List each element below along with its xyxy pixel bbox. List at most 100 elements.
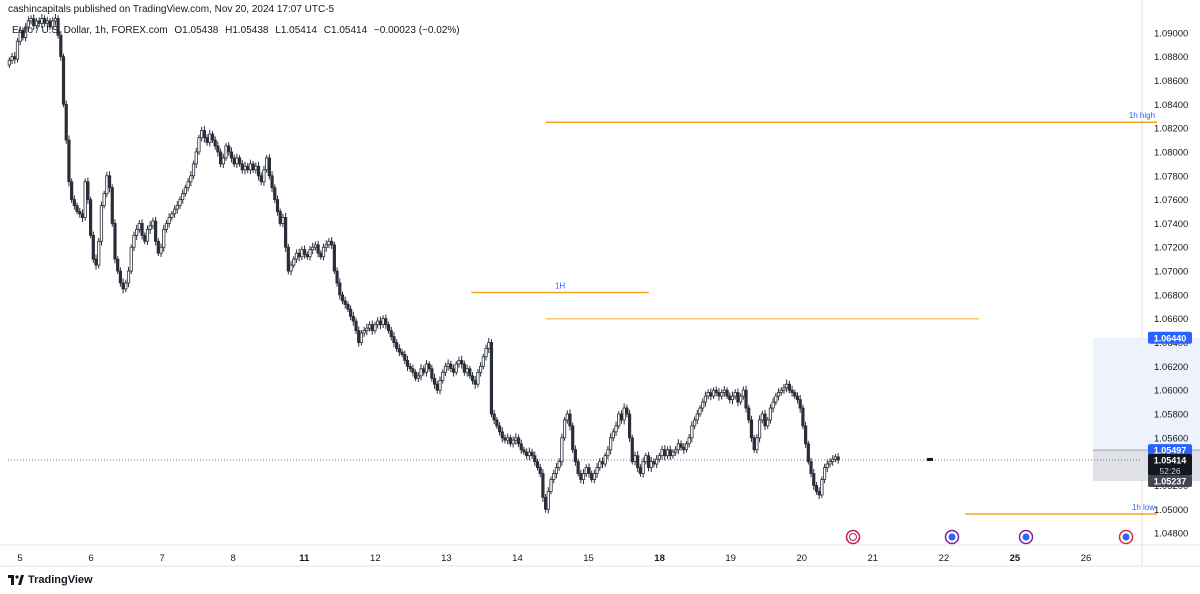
candle-body[interactable] bbox=[56, 18, 60, 36]
candle-body[interactable] bbox=[294, 252, 299, 260]
candle-body[interactable] bbox=[690, 425, 694, 439]
candle-body[interactable] bbox=[143, 234, 147, 242]
candle-body[interactable] bbox=[300, 249, 304, 258]
candle-body[interactable] bbox=[701, 401, 705, 409]
candle-body[interactable] bbox=[200, 130, 204, 139]
candle-body[interactable] bbox=[535, 461, 540, 468]
candle-body[interactable] bbox=[749, 419, 754, 439]
candle-body[interactable] bbox=[305, 253, 309, 258]
candle-body[interactable] bbox=[495, 419, 499, 427]
candle-body[interactable] bbox=[755, 437, 759, 451]
candle-body[interactable] bbox=[221, 157, 225, 165]
candle-body[interactable] bbox=[208, 133, 212, 143]
candle-body[interactable] bbox=[386, 324, 391, 332]
candle-body[interactable] bbox=[600, 461, 605, 465]
candle-body[interactable] bbox=[110, 187, 114, 224]
candle-body[interactable] bbox=[59, 34, 63, 58]
candle-body[interactable] bbox=[140, 223, 144, 236]
candle-body[interactable] bbox=[514, 437, 518, 441]
candle-body[interactable] bbox=[118, 270, 122, 284]
candle-body[interactable] bbox=[533, 455, 537, 463]
candle-body[interactable] bbox=[657, 455, 661, 460]
candle-body[interactable] bbox=[487, 342, 491, 349]
candle-body[interactable] bbox=[682, 446, 686, 451]
candle-body[interactable] bbox=[790, 389, 794, 393]
candle-body[interactable] bbox=[554, 467, 559, 474]
candle-body[interactable] bbox=[13, 56, 17, 60]
candle-body[interactable] bbox=[7, 59, 11, 66]
candle-body[interactable] bbox=[614, 425, 618, 433]
candle-body[interactable] bbox=[687, 437, 691, 445]
candle-body[interactable] bbox=[568, 413, 572, 427]
candle-body[interactable] bbox=[473, 380, 477, 385]
candle-body[interactable] bbox=[94, 258, 98, 266]
candle-body[interactable] bbox=[256, 165, 261, 177]
candle-body[interactable] bbox=[508, 437, 513, 445]
candle-body[interactable] bbox=[327, 240, 331, 246]
candle-body[interactable] bbox=[590, 473, 594, 480]
candle-body[interactable] bbox=[37, 20, 41, 24]
candle-body[interactable] bbox=[725, 389, 729, 397]
candle-body[interactable] bbox=[527, 451, 531, 457]
candle-body[interactable] bbox=[124, 282, 128, 290]
candle-body[interactable] bbox=[367, 324, 372, 329]
candle-body[interactable] bbox=[668, 449, 672, 457]
candle-body[interactable] bbox=[804, 425, 808, 445]
candle-body[interactable] bbox=[243, 165, 247, 171]
candle-body[interactable] bbox=[460, 359, 464, 365]
candle-body[interactable] bbox=[722, 389, 726, 393]
candle-body[interactable] bbox=[744, 389, 748, 409]
candle-body[interactable] bbox=[154, 220, 158, 242]
candle-body[interactable] bbox=[812, 473, 816, 486]
tradingview-brand[interactable]: TradingView bbox=[8, 574, 93, 586]
candle-body[interactable] bbox=[595, 467, 599, 474]
candle-body[interactable] bbox=[275, 199, 280, 212]
candle-body[interactable] bbox=[698, 407, 702, 415]
candle-body[interactable] bbox=[129, 246, 133, 272]
candle-body[interactable] bbox=[730, 395, 735, 401]
candle-body[interactable] bbox=[376, 320, 380, 326]
candle-body[interactable] bbox=[338, 282, 342, 296]
candle-body[interactable] bbox=[638, 467, 643, 474]
candle-body[interactable] bbox=[787, 383, 791, 391]
candle-body[interactable] bbox=[78, 211, 82, 215]
candle-body[interactable] bbox=[814, 485, 819, 492]
candle-body[interactable] bbox=[102, 193, 106, 206]
candle-body[interactable] bbox=[519, 443, 523, 451]
candle-body[interactable] bbox=[679, 443, 683, 448]
candle-body[interactable] bbox=[197, 137, 201, 153]
candle-body[interactable] bbox=[381, 318, 385, 326]
candle-body[interactable] bbox=[451, 368, 456, 373]
candle-body[interactable] bbox=[351, 315, 355, 322]
candle-body[interactable] bbox=[617, 413, 621, 427]
candle-body[interactable] bbox=[552, 473, 556, 480]
candle-body[interactable] bbox=[181, 193, 185, 201]
candle-body[interactable] bbox=[728, 395, 732, 401]
candle-body[interactable] bbox=[42, 18, 47, 24]
candle-body[interactable] bbox=[828, 461, 832, 465]
candle-body[interactable] bbox=[571, 425, 575, 451]
candle-body[interactable] bbox=[311, 246, 315, 251]
candle-body[interactable] bbox=[652, 461, 656, 465]
candle-body[interactable] bbox=[549, 479, 553, 492]
candle-body[interactable] bbox=[579, 473, 583, 480]
candle-body[interactable] bbox=[584, 467, 588, 474]
candle-body[interactable] bbox=[202, 130, 206, 139]
candle-body[interactable] bbox=[768, 407, 773, 421]
candle-body[interactable] bbox=[40, 18, 44, 24]
candle-body[interactable] bbox=[395, 342, 399, 349]
candle-body[interactable] bbox=[785, 383, 789, 389]
candle-body[interactable] bbox=[538, 467, 542, 474]
candle-body[interactable] bbox=[235, 157, 239, 165]
candle-body[interactable] bbox=[432, 377, 437, 385]
candle-body[interactable] bbox=[516, 437, 521, 445]
candle-body[interactable] bbox=[470, 375, 475, 382]
candle-body[interactable] bbox=[717, 392, 721, 397]
candle-body[interactable] bbox=[587, 467, 591, 474]
candle-body[interactable] bbox=[191, 163, 196, 177]
candle-body[interactable] bbox=[162, 228, 166, 248]
candle-body[interactable] bbox=[346, 304, 350, 310]
candle-body[interactable] bbox=[454, 363, 458, 373]
candle-body[interactable] bbox=[297, 252, 301, 258]
